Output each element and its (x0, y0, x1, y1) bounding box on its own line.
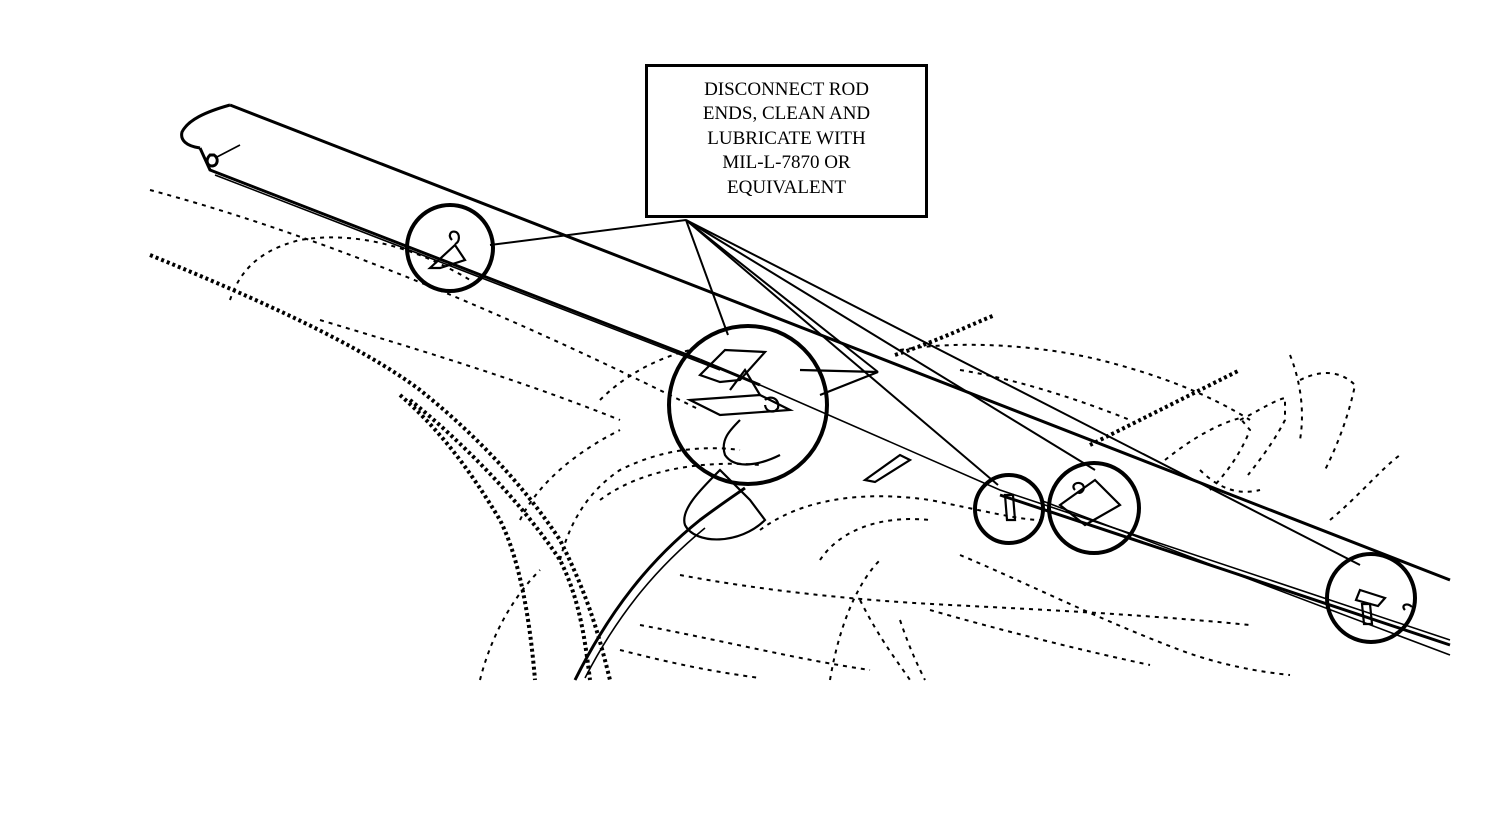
callout-line-2: ENDS, CLEAN AND (702, 103, 871, 125)
lubrication-callout-text: DISCONNECT ROD ENDS, CLEAN AND LUBRICATE… (648, 78, 925, 205)
airframe-phantom-lines (149, 189, 1401, 681)
callout-line-3: LUBRICATE WITH (707, 127, 866, 149)
detail-circles (405, 203, 1417, 644)
callout-line-1: DISCONNECT ROD (704, 78, 869, 100)
callout-leaders (489, 219, 1361, 566)
detail-circle-4 (1047, 461, 1141, 555)
rod-end-parts (427, 230, 1413, 626)
detail-circle-2 (667, 324, 829, 486)
lubrication-callout-box: DISCONNECT ROD ENDS, CLEAN AND LUBRICATE… (645, 64, 928, 218)
callout-line-4: MIL-L-7870 OR (722, 152, 851, 174)
detail-circle-1 (405, 203, 495, 293)
detail-circle-5 (1325, 552, 1417, 644)
detail-circle-3 (973, 473, 1045, 545)
callout-line-5: EQUIVALENT (727, 176, 846, 198)
